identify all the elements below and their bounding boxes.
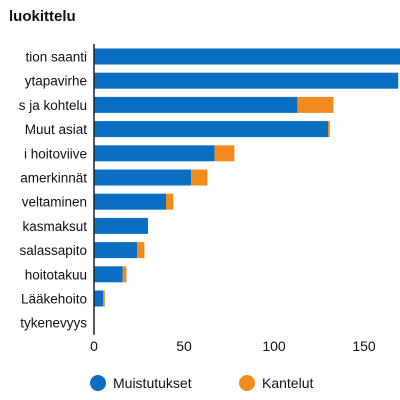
bar-kantelut <box>191 169 208 186</box>
bar-muistutukset <box>94 217 148 234</box>
category-label: amerkinnät <box>20 171 87 186</box>
bars <box>94 48 400 307</box>
bar-kantelut <box>297 96 334 113</box>
bar-muistutukset <box>94 96 298 113</box>
category-labels: tion saanti ytapavirhe s ja kohtelu Muut as… <box>19 50 88 331</box>
x-tick-label: 100 <box>262 338 286 354</box>
bar-muistutukset <box>94 72 399 89</box>
bar-kantelut <box>103 290 105 307</box>
bar-muistutukset <box>94 290 103 307</box>
x-tick-label: 50 <box>176 338 192 354</box>
bar-kantelut <box>166 193 174 210</box>
category-label: salassapito <box>19 243 87 258</box>
category-label: tykenevyys <box>20 316 87 331</box>
bar-muistutukset <box>94 266 123 283</box>
category-label: s ja kohtelu <box>19 98 87 113</box>
x-tick-labels: 0 50 100 150 <box>90 338 376 354</box>
bar-kantelut <box>122 266 127 283</box>
legend: Muistutukset Kantelut <box>90 375 313 391</box>
category-label: i hoitoviive <box>24 146 87 161</box>
category-label: hoitotakuu <box>25 267 87 282</box>
bar-muistutukset <box>94 121 328 138</box>
chart-title: luokittelu <box>9 8 76 25</box>
category-label: Lääkehoito <box>21 292 87 307</box>
bar-muistutukset <box>94 242 138 259</box>
bar-kantelut <box>214 145 235 162</box>
legend-label: Muistutukset <box>113 375 192 391</box>
legend-swatch <box>239 375 255 391</box>
bar-muistutukset <box>94 48 400 65</box>
bar-kantelut <box>328 121 330 138</box>
category-label: Muut asiat <box>25 122 88 137</box>
bar-muistutukset <box>94 145 215 162</box>
bar-muistutukset <box>94 169 192 186</box>
legend-label: Kantelut <box>262 375 313 391</box>
x-tick-label: 0 <box>90 338 98 354</box>
category-label: veltaminen <box>22 195 87 210</box>
category-label: tion saanti <box>25 50 87 65</box>
bar-muistutukset <box>94 193 166 210</box>
bar-kantelut <box>137 242 145 259</box>
category-label: kasmaksut <box>22 219 87 234</box>
x-tick-label: 150 <box>352 338 376 354</box>
legend-swatch <box>90 375 106 391</box>
category-label: ytapavirhe <box>25 74 87 89</box>
